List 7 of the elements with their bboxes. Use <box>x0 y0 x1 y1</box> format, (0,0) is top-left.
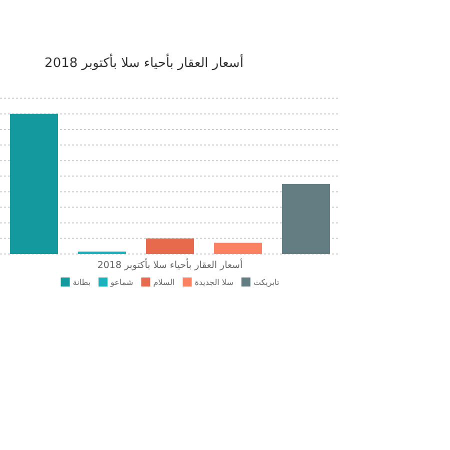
legend-label: شماعو <box>110 278 134 287</box>
x-axis-title: أسعار العقار بأحياء سلا بأكتوبر 2018 <box>97 258 244 271</box>
legend-label: بطانة <box>72 278 91 287</box>
legend-label: تابريكت <box>253 278 280 287</box>
chart-title: أسعار العقار بأحياء سلا بأكتوبر 2018 <box>44 53 244 71</box>
legend-label: سلا الجديدة <box>194 278 234 287</box>
legend-label: السلام <box>153 278 175 287</box>
